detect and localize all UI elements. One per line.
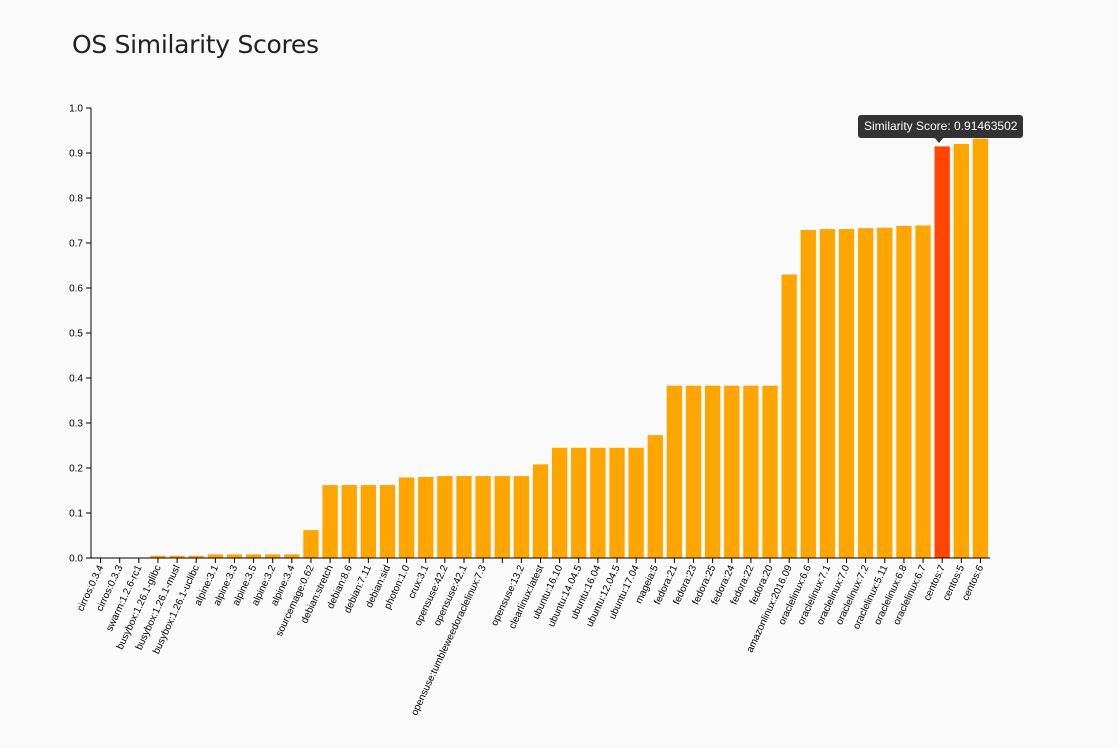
bar-ubuntu-16-10[interactable] bbox=[551, 447, 568, 558]
bar-alpine-3-5[interactable] bbox=[245, 554, 262, 558]
bar-oraclelinux-7-1[interactable] bbox=[819, 229, 836, 559]
bar-photon-1-0[interactable] bbox=[398, 477, 415, 558]
y-tick-label: 0.4 bbox=[69, 374, 83, 385]
bar-opensuse-42-2[interactable] bbox=[437, 476, 453, 558]
bar-clearlinux-latest[interactable] bbox=[532, 464, 549, 558]
bar-sourcemage-0-62[interactable] bbox=[303, 530, 319, 558]
bar-oraclelinux-6-8[interactable] bbox=[896, 225, 912, 558]
bar-alpine-3-1[interactable] bbox=[207, 554, 223, 558]
bar-busybox-1-26-1-glibc[interactable] bbox=[150, 555, 166, 558]
chart-title: OS Similarity Scores bbox=[72, 30, 319, 59]
bar-centos-6[interactable] bbox=[972, 138, 989, 558]
y-tick-label: 0.6 bbox=[69, 284, 83, 295]
bar-debian-sid[interactable] bbox=[379, 485, 396, 558]
bar-amazonlinux-2016-09[interactable] bbox=[781, 274, 797, 559]
bar-ubuntu-12-04-5[interactable] bbox=[609, 447, 625, 558]
bar-opensuse-tumbleweed[interactable] bbox=[475, 476, 491, 558]
bar-centos-7[interactable] bbox=[934, 146, 950, 558]
bar-mageia-5[interactable] bbox=[647, 435, 663, 558]
bar-oraclelinux-7-0[interactable] bbox=[838, 229, 855, 559]
y-tick-label: 0.8 bbox=[69, 194, 83, 205]
bar-oraclelinux-5-11[interactable] bbox=[877, 227, 893, 558]
y-tick-label: 0.1 bbox=[69, 509, 83, 520]
bar-ubuntu-14-04-5[interactable] bbox=[571, 447, 587, 558]
bar-centos-5[interactable] bbox=[953, 144, 969, 558]
bar-fedora-21[interactable] bbox=[666, 385, 683, 558]
bar-oraclelinux-6-6[interactable] bbox=[800, 229, 816, 558]
y-tick-label: 0.5 bbox=[69, 329, 83, 340]
y-axis: 0.0 0.1 0.2 0.3 0.4 0.5 0.6 0.7 0.8 0.9 1.0 bbox=[69, 104, 92, 565]
tooltip-arrow bbox=[934, 137, 944, 143]
y-tick-label: 0.3 bbox=[69, 419, 83, 430]
bar-fedora-24[interactable] bbox=[724, 385, 740, 558]
bar-alpine-3-3[interactable] bbox=[226, 554, 243, 558]
bar-fedora-25[interactable] bbox=[705, 385, 721, 558]
bar-opensuse-42-1[interactable] bbox=[456, 476, 472, 558]
y-tick-label: 0.2 bbox=[69, 464, 83, 475]
bar-fedora-22[interactable] bbox=[743, 385, 759, 558]
bar-ubuntu-16-04[interactable] bbox=[590, 447, 606, 558]
bars bbox=[150, 138, 989, 559]
y-tick-label: 1.0 bbox=[69, 104, 83, 115]
y-tick-label: 0.7 bbox=[69, 239, 83, 250]
x-axis: cirros:0.3.4cirros:0.3.3swarm:1.2.6-rc1b… bbox=[75, 557, 990, 717]
y-tick-label: 0.9 bbox=[69, 149, 83, 160]
bar-alpine-3-4[interactable] bbox=[284, 554, 300, 558]
bar-alpine-3-2[interactable] bbox=[265, 554, 281, 558]
bar-opensuse-13-2[interactable] bbox=[513, 476, 530, 558]
y-tick-label: 0.0 bbox=[69, 554, 83, 565]
bar-oraclelinux-6-7[interactable] bbox=[915, 225, 931, 558]
bar-fedora-20[interactable] bbox=[762, 385, 778, 558]
bar-debian-stretch[interactable] bbox=[322, 485, 338, 558]
bar-ubuntu-17-04[interactable] bbox=[628, 447, 644, 558]
bar-oraclelinux-7-3[interactable] bbox=[494, 476, 510, 558]
bar-oraclelinux-7-2[interactable] bbox=[858, 228, 874, 558]
score-tooltip: Similarity Score: 0.91463502 bbox=[858, 115, 1024, 138]
bar-fedora-23[interactable] bbox=[685, 385, 702, 558]
bar-crux-3-1[interactable] bbox=[418, 477, 434, 558]
bar-debian-8-6[interactable] bbox=[341, 485, 357, 558]
bar-debian-7-11[interactable] bbox=[360, 485, 376, 558]
bar-busybox-1-26-1-musl[interactable] bbox=[169, 555, 185, 558]
bar-busybox-1-26-1-uclibc[interactable] bbox=[188, 555, 204, 558]
